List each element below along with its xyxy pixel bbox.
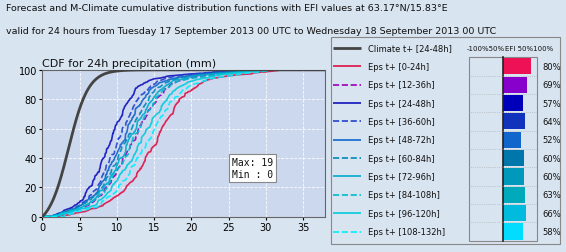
Bar — [503, 96, 522, 112]
Text: Eps t+ [72-96h]: Eps t+ [72-96h] — [368, 172, 435, 181]
Text: Eps t+ [36-60h]: Eps t+ [36-60h] — [368, 117, 435, 127]
Text: 58%: 58% — [542, 227, 561, 236]
Bar — [503, 224, 523, 240]
Text: Climate t+ [24-48h]: Climate t+ [24-48h] — [368, 44, 452, 53]
Text: 60%: 60% — [542, 172, 561, 181]
Text: Eps t+ [12-36h]: Eps t+ [12-36h] — [368, 81, 435, 90]
Bar — [503, 59, 530, 75]
Text: 66%: 66% — [542, 209, 561, 218]
Bar — [503, 132, 521, 148]
Text: 52%: 52% — [542, 136, 560, 145]
Bar — [503, 150, 524, 167]
Text: 57%: 57% — [542, 99, 561, 108]
Text: Eps t+ [108-132h]: Eps t+ [108-132h] — [368, 227, 445, 236]
Text: 64%: 64% — [542, 117, 561, 127]
Text: 60%: 60% — [542, 154, 561, 163]
Text: CDF for 24h precipitation (mm): CDF for 24h precipitation (mm) — [42, 58, 217, 68]
Text: Eps t+ [96-120h]: Eps t+ [96-120h] — [368, 209, 440, 218]
Bar — [469, 58, 538, 241]
Text: Eps t+ [0-24h]: Eps t+ [0-24h] — [368, 62, 429, 72]
Bar — [503, 77, 527, 93]
Bar — [503, 187, 525, 203]
Text: EFI 50%100%: EFI 50%100% — [505, 46, 554, 52]
Text: Eps t+ [84-108h]: Eps t+ [84-108h] — [368, 191, 440, 200]
Text: 80%: 80% — [542, 62, 561, 72]
Text: Forecast and M-Climate cumulative distribution functions with EFI values at 63.1: Forecast and M-Climate cumulative distri… — [6, 4, 447, 13]
Bar — [503, 169, 524, 185]
Text: valid for 24 hours from Tuesday 17 September 2013 00 UTC to Wednesday 18 Septemb: valid for 24 hours from Tuesday 17 Septe… — [6, 26, 496, 36]
Text: 69%: 69% — [542, 81, 561, 90]
Text: Eps t+ [60-84h]: Eps t+ [60-84h] — [368, 154, 435, 163]
Text: Max: 19
Min : 0: Max: 19 Min : 0 — [232, 158, 273, 179]
Text: -100%50%: -100%50% — [466, 46, 504, 52]
Bar — [503, 205, 526, 222]
Text: 63%: 63% — [542, 191, 561, 200]
Text: Eps t+ [48-72h]: Eps t+ [48-72h] — [368, 136, 435, 145]
Text: Eps t+ [24-48h]: Eps t+ [24-48h] — [368, 99, 434, 108]
Bar — [503, 114, 525, 130]
